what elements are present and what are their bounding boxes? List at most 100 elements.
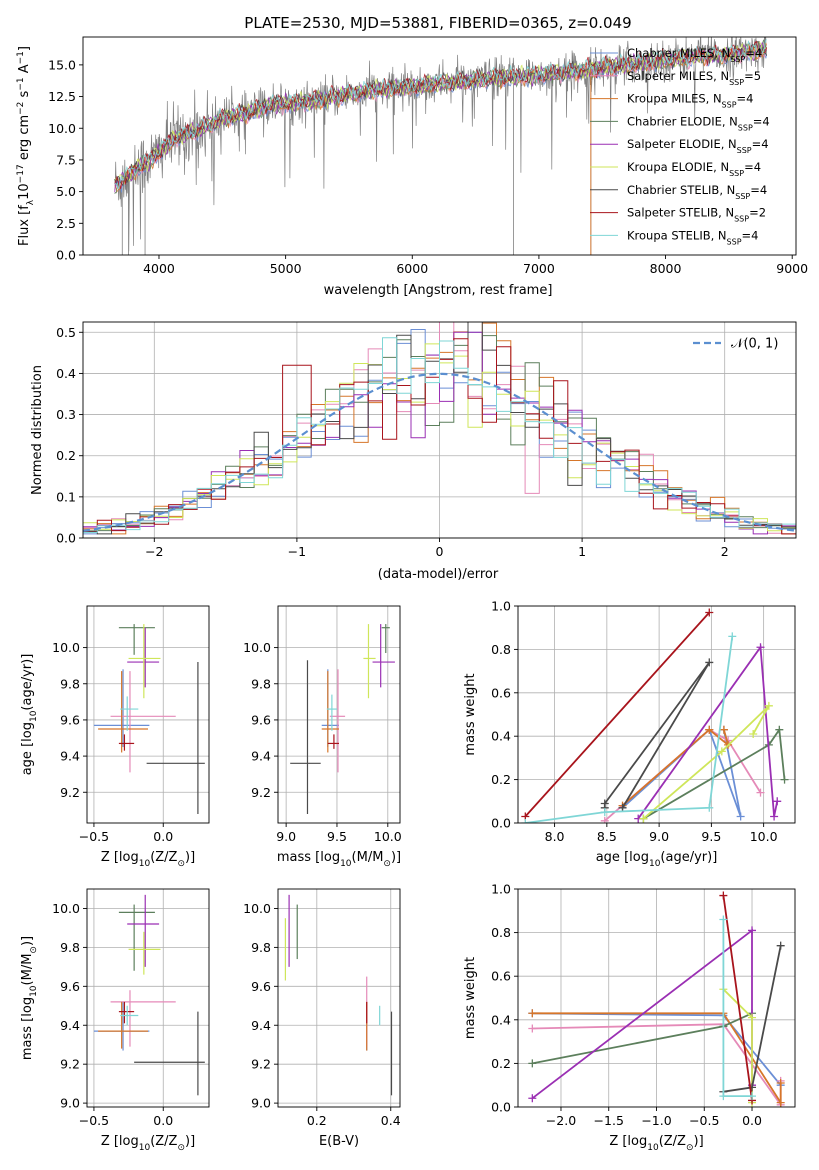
plus-marker	[770, 812, 779, 821]
plus-marker	[521, 819, 530, 823]
x-tick-label: 0.4	[381, 1113, 401, 1128]
y-tick-label: 9.4	[251, 749, 271, 764]
label-part: Z [log	[101, 850, 139, 865]
mass-weight-vs-age-panel: 8.0 8.5 9.0 9.5 10.0 0.0 0.2 0.4 0.6 0.8 1.0 age [l…	[463, 599, 796, 869]
plus-marker	[600, 816, 609, 823]
legend-label-suffix: =4	[745, 46, 762, 60]
x-tick-label: 4000	[143, 261, 175, 276]
x-tick-label: 0.0	[742, 1113, 762, 1128]
legend-label-main: Chabrier STELIB, N	[627, 183, 735, 197]
spectrum-y-label: Flux [fλ10−17 erg cm−2 s−1 A−1]	[16, 46, 36, 246]
y-tick-label: 0.0	[56, 248, 76, 263]
legend-label: Kroupa ELODIE, NSSP=4	[627, 160, 761, 178]
label-part: 10	[17, 183, 32, 200]
legend-label-suffix: =5	[744, 69, 761, 83]
model-spectrum-line	[114, 39, 767, 190]
y-tick-label: 9.6	[60, 979, 80, 994]
y-tick-label: 1.0	[491, 882, 511, 897]
plot-area	[87, 889, 209, 1107]
legend-label-sub: SSP	[735, 191, 750, 200]
label-part: 10	[647, 1143, 659, 1153]
x-axis-label: Z [log10(Z/Z⊙)]	[101, 850, 195, 869]
mass-weight-line	[525, 636, 734, 823]
plus-marker	[705, 608, 714, 617]
plus-marker	[748, 1013, 757, 1022]
axes-frame	[517, 605, 796, 824]
label-part: 10	[340, 859, 352, 869]
mass-vs-ebv-panel: 0.2 0.4 9.0 9.2 9.4 9.6 9.8 10.0 E(B-V)	[243, 888, 401, 1149]
legend-label-sub: SSP	[729, 169, 744, 178]
plus-marker	[719, 725, 728, 734]
y-tick-label: 0.5	[56, 325, 76, 340]
x-tick-label: 10.0	[374, 829, 402, 844]
plus-marker	[705, 658, 714, 667]
figure-title: PLATE=2530, MJD=53881, FIBERID=0365, z=0…	[244, 14, 631, 32]
x-tick-label: 8.5	[597, 829, 617, 844]
x-tick-label: 5000	[270, 261, 302, 276]
y-tick-label: 0.8	[491, 642, 511, 657]
plus-marker	[776, 941, 785, 950]
y-tick-label: 9.0	[251, 1096, 271, 1111]
legend-label-suffix: =4	[753, 114, 770, 128]
plus-marker	[528, 1059, 537, 1068]
residuals-legend: 𝒩(0, 1)	[693, 337, 778, 352]
x-axis-label: E(B-V)	[319, 1134, 359, 1149]
y-tick-label: 0.0	[491, 816, 511, 831]
y-tick-label: 0.4	[491, 729, 511, 744]
legend-label-sub: SSP	[722, 100, 737, 109]
spectrum-x-label: wavelength [Angstrom, rest frame]	[324, 283, 553, 298]
label-part: 10	[649, 859, 661, 869]
plus-marker	[756, 643, 765, 652]
y-tick-label: 7.5	[56, 152, 76, 167]
legend-label-main: Kroupa STELIB, N	[627, 228, 727, 242]
plus-marker	[705, 803, 714, 812]
y-tick-label: 9.6	[251, 979, 271, 994]
x-axis-label: age [log10(age/yr)]	[596, 850, 718, 869]
plus-marker	[719, 891, 728, 900]
y-tick-label: 0.8	[491, 925, 511, 940]
label-part: )]	[391, 850, 401, 865]
mass-weight-line	[637, 644, 779, 820]
label-part: )]	[694, 1134, 704, 1149]
y-tick-label: 0.2	[491, 1056, 511, 1071]
plus-marker	[756, 788, 765, 797]
label-part: ⊙	[29, 946, 39, 954]
y-tick-label: 0.0	[491, 1100, 511, 1115]
label-part: 10	[139, 859, 151, 869]
legend-label-suffix: =4	[744, 160, 761, 174]
x-tick-label: 9.0	[649, 829, 669, 844]
label-part: −2	[16, 102, 26, 115]
legend-label-suffix: =4	[750, 183, 767, 197]
y-tick-label: 5.0	[56, 184, 76, 199]
label-part: ⊙	[177, 859, 185, 869]
label-part: age [log	[20, 722, 35, 775]
x-tick-label: −2	[145, 544, 163, 559]
x-tick-label: 9.5	[327, 829, 347, 844]
label-part: 10	[29, 710, 39, 722]
y-tick-label: 10.0	[52, 640, 80, 655]
legend-label: 𝒩(0, 1)	[731, 337, 778, 352]
x-tick-label: 0.2	[307, 1113, 327, 1128]
legend-label-suffix: =4	[752, 137, 769, 151]
normal-curve	[83, 372, 796, 532]
label-part: (age/yr)]	[20, 654, 35, 711]
y-tick-label: 9.8	[60, 940, 80, 955]
plus-marker	[748, 1092, 757, 1101]
plus-marker	[780, 775, 789, 784]
label-part: −17	[16, 164, 26, 183]
x-tick-label: 1	[578, 544, 586, 559]
label-part: mass [log	[20, 997, 35, 1060]
legend-label-suffix: =4	[742, 228, 759, 242]
axes-frame	[86, 888, 210, 1108]
y-tick-label: 0.4	[491, 1012, 511, 1027]
label-part: (M/M	[20, 954, 35, 986]
y-tick-label: 0.4	[56, 366, 76, 381]
plus-marker	[764, 701, 773, 710]
plus-marker	[748, 926, 757, 935]
model-spectrum-line	[114, 42, 767, 193]
x-tick-label: 7000	[523, 261, 555, 276]
label-part: ⊙	[383, 859, 391, 869]
y-tick-label: 9.2	[251, 1057, 271, 1072]
label-part: 10	[139, 1143, 151, 1153]
